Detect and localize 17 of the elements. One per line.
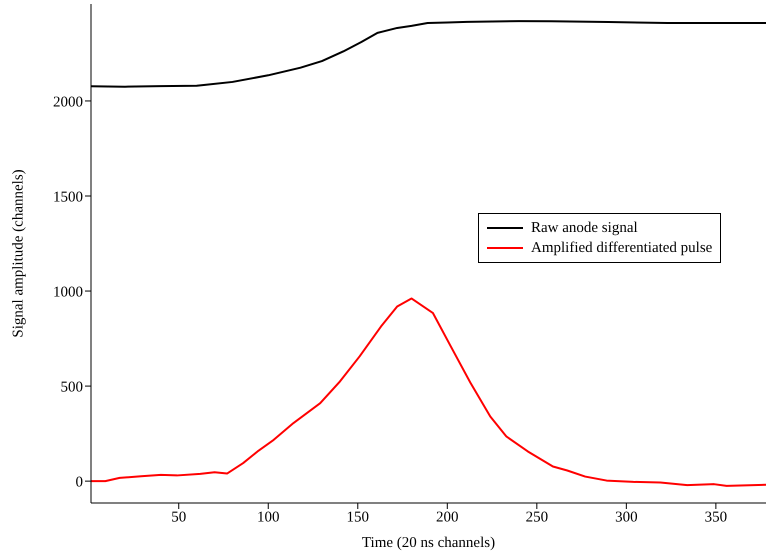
y-tick-label: 1000 xyxy=(53,284,83,300)
x-tick-label: 250 xyxy=(526,510,548,526)
y-tick-label: 1500 xyxy=(53,189,83,206)
x-tick-label: 50 xyxy=(171,510,186,526)
legend-label: Raw anode signal xyxy=(531,219,638,238)
y-axis-title: Signal amplitude (channels) xyxy=(10,169,26,338)
x-tick-label: 100 xyxy=(257,510,280,526)
x-tick-label: 150 xyxy=(346,510,370,526)
x-axis-title: Time (20 ns channels) xyxy=(362,535,496,551)
y-tick-label: 500 xyxy=(60,379,83,396)
y-tick-label: 2000 xyxy=(53,94,83,110)
x-tick-label: 200 xyxy=(436,510,459,526)
legend-label: Amplified differentiated pulse xyxy=(531,239,712,258)
x-tick-label: 300 xyxy=(615,510,638,526)
x-tick-label: 350 xyxy=(704,510,728,526)
line-series xyxy=(91,297,766,487)
y-tick-label: 0 xyxy=(76,474,83,490)
